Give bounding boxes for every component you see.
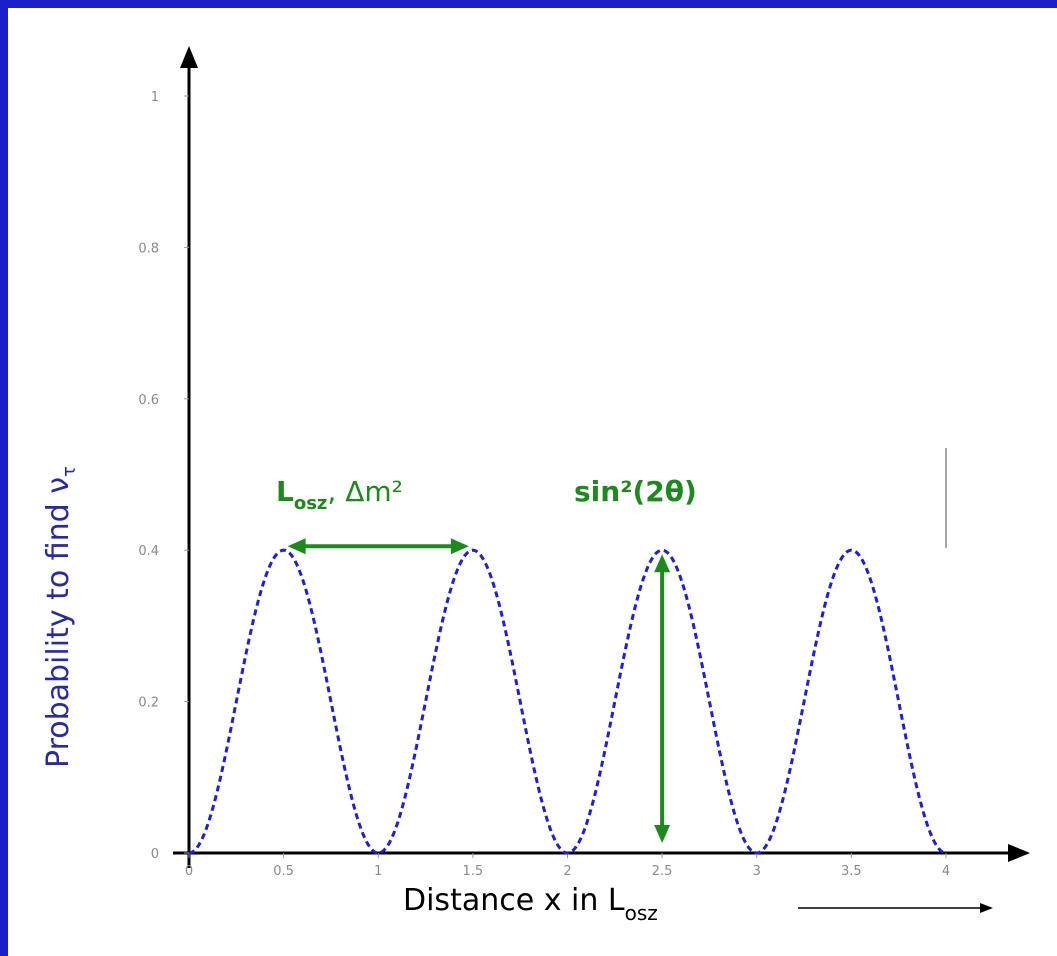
x-tick-label: 0 xyxy=(185,864,193,879)
slide-background: 0 0.5 1 1.5 2 2.5 3 3.5 4 0 0.2 0.4 0.6 0.8 1 Losz, Δm… xyxy=(8,8,1057,956)
x-tick-label: 1.5 xyxy=(463,864,484,879)
x-tick-label: 0.5 xyxy=(273,864,294,879)
x-axis-label: Distance x in Losz xyxy=(403,883,658,925)
amplitude-arrow-bottom-head xyxy=(654,825,671,843)
period-label-sub: osz xyxy=(294,493,328,514)
probability-curve-line xyxy=(188,548,947,855)
y-tick-label: 1 xyxy=(151,90,159,105)
x-axis-label-sub: osz xyxy=(625,901,658,925)
period-arrow-right-head xyxy=(450,538,469,555)
x-tick-label: 2 xyxy=(563,864,571,879)
y-tick-label: 0.2 xyxy=(138,696,159,711)
probability-curve xyxy=(188,548,947,855)
x-tick-label: 1 xyxy=(374,864,382,879)
x-tick-label: 3 xyxy=(753,864,761,879)
amplitude-label: sin²(2θ) xyxy=(574,475,697,508)
y-tick-label: 0 xyxy=(151,847,159,862)
tick-labels: 0 0.5 1 1.5 2 2.5 3 3.5 4 0 0.2 0.4 0.6 0.8 1 xyxy=(138,90,950,879)
y-axis-label-main: Probability to find ν xyxy=(41,477,76,768)
amplitude-arrow-top-head xyxy=(654,554,671,573)
annotations: Losz, Δm² sin²(2θ) xyxy=(276,475,697,843)
period-arrow-left-head xyxy=(287,538,306,555)
x-tick-label: 2.5 xyxy=(652,864,673,879)
period-label-rest: , Δm² xyxy=(327,475,402,508)
period-label-main: L xyxy=(276,475,294,508)
oscillation-chart: 0 0.5 1 1.5 2 2.5 3 3.5 400.20.40.60.81 Losz, Δm… xyxy=(41,46,1030,925)
y-axis-label-sub: τ xyxy=(59,466,80,477)
y-axis-label: Probability to find ντ xyxy=(41,466,80,768)
axes xyxy=(173,46,1030,868)
x-tick-label: 3.5 xyxy=(841,864,862,879)
y-axis-arrowhead xyxy=(180,46,198,68)
y-tick-label: 0.4 xyxy=(138,544,159,559)
period-label: Losz, Δm² xyxy=(276,475,403,514)
x-axis-arrowhead xyxy=(1008,844,1030,862)
y-tick-label: 0.8 xyxy=(138,241,159,256)
x-tick-label: 4 xyxy=(942,864,950,879)
x-axis-label-main: Distance x in L xyxy=(403,883,625,918)
x-label-arrowhead xyxy=(980,903,993,913)
y-tick-label: 0.6 xyxy=(138,393,159,408)
